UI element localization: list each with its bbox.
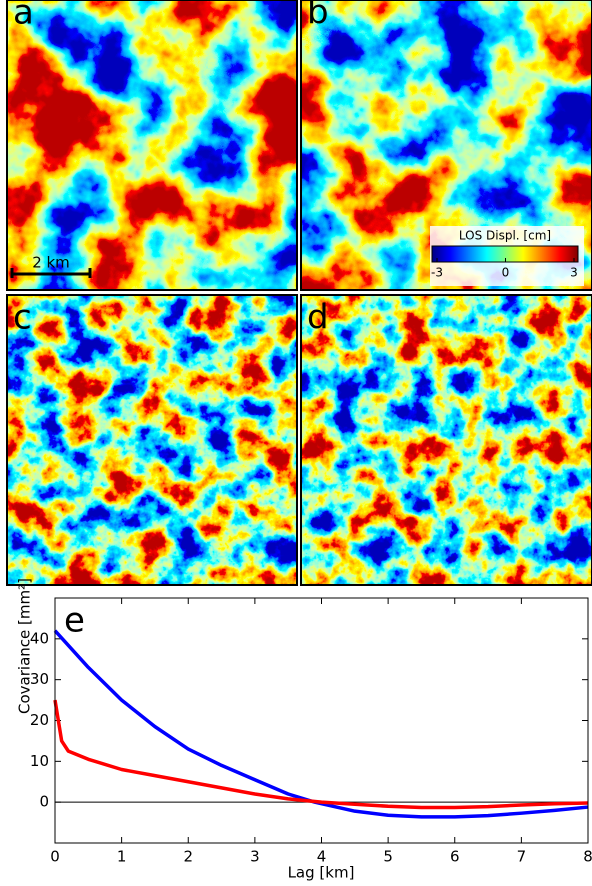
x-tick-label: 0 bbox=[50, 848, 60, 866]
x-tick-label: 6 bbox=[450, 848, 460, 866]
plot-frame bbox=[54, 597, 589, 844]
map-frame bbox=[300, 0, 592, 291]
panel-label: e bbox=[64, 601, 85, 641]
colorbar-tick-label: 3 bbox=[570, 266, 578, 280]
map-frame bbox=[6, 0, 298, 291]
panel-label: d bbox=[307, 298, 329, 338]
y-axis-label: Covariance [mm²] bbox=[16, 578, 34, 714]
scale-bar-label: 2 km bbox=[32, 254, 70, 272]
x-tick-label: 7 bbox=[517, 848, 527, 866]
y-tick-label: 0 bbox=[39, 793, 49, 811]
map-image bbox=[7, 0, 297, 290]
y-tick-label: 10 bbox=[30, 752, 49, 770]
map-image bbox=[301, 295, 592, 585]
x-tick-label: 3 bbox=[250, 848, 260, 866]
panel-label: b bbox=[307, 0, 329, 33]
y-tick-label: 20 bbox=[30, 711, 49, 729]
x-tick-label: 4 bbox=[317, 848, 327, 866]
x-axis-label: Lag [km] bbox=[288, 864, 355, 882]
x-tick-label: 2 bbox=[183, 848, 193, 866]
panel-label: c bbox=[13, 298, 32, 338]
x-tick-label: 8 bbox=[583, 848, 592, 866]
colorbar-tick-label: -3 bbox=[431, 266, 443, 280]
series-line bbox=[53, 699, 589, 810]
colorbar-tick-label: 0 bbox=[502, 266, 510, 280]
map-frame bbox=[6, 294, 298, 586]
map-image bbox=[7, 295, 297, 585]
x-tick-label: 1 bbox=[117, 848, 127, 866]
x-tick-label: 5 bbox=[383, 848, 393, 866]
panel-label: a bbox=[13, 0, 34, 33]
colorbar-label: LOS Displ. [cm] bbox=[459, 229, 551, 243]
map-frame bbox=[300, 294, 592, 586]
y-tick-label: 30 bbox=[30, 670, 49, 688]
y-tick-label: 40 bbox=[30, 629, 49, 647]
